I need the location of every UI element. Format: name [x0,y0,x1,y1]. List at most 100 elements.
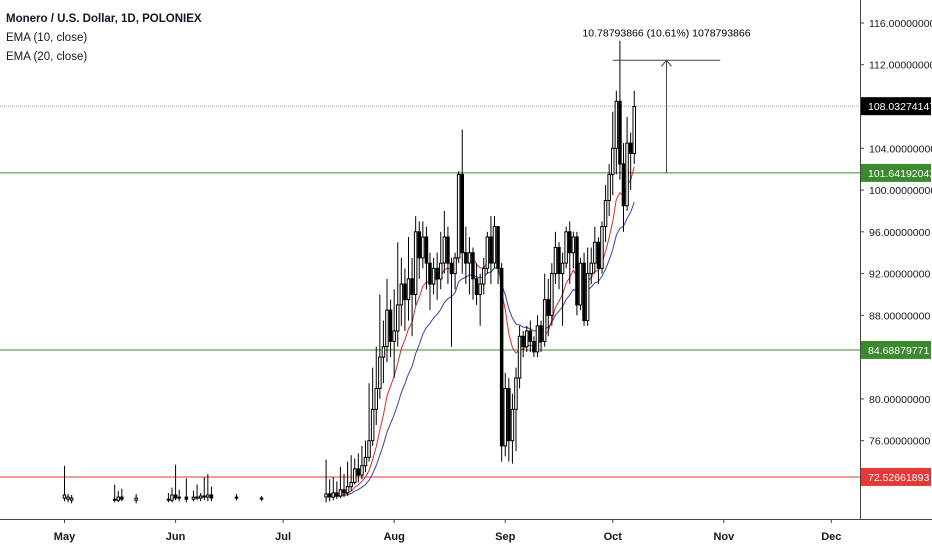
candle [259,496,264,502]
candle [582,252,586,326]
y-tick-label: 116.00000000 [869,18,932,30]
candle [356,453,361,483]
candle [421,221,425,269]
level-badge-0-label: 101.64192042 [868,168,932,180]
candle [564,226,568,269]
candle [392,289,396,379]
candle [603,184,608,243]
candle-body [191,496,196,500]
candle-body [628,142,633,155]
candle-body [464,252,468,264]
candle-body [564,231,568,264]
current-price-badge: 108.03274147 [861,97,932,116]
candle-body [234,496,239,499]
candle-body [116,496,120,501]
candle-body [399,283,404,306]
y-tick-label: 100.00000000 [869,185,932,197]
candle [467,237,472,295]
y-tick-label: 76.00000000 [869,436,930,448]
candle [600,221,604,274]
candle [632,90,636,164]
candle [134,493,138,504]
candle-body [367,440,371,458]
candle [550,263,554,326]
candle-body [374,388,378,410]
candle [435,252,439,300]
candle-body [363,456,368,467]
candle [206,474,210,502]
candle [202,477,206,501]
candle-body [406,278,411,301]
candle [607,163,611,217]
candle-body [614,100,619,149]
candle-body [507,388,511,442]
horizontal-levels [0,105,860,478]
candle-body [521,335,525,348]
candle [439,231,443,290]
ema-lines [326,166,635,498]
candle-body [456,173,461,259]
candle [195,484,199,501]
level-badge-2-bg [861,467,931,486]
symbol-title: Monero / U.S. Dollar, 1D, POLONIEX [6,13,202,25]
candle [442,210,447,274]
candle [431,257,436,295]
candle [492,216,497,269]
candle-body [446,236,450,264]
candle [170,487,174,503]
ema20-label: EMA (20, close) [6,51,88,63]
candle [191,490,196,502]
candle [532,336,536,358]
price-axis: 116.00000000 112.00000000 104.00000000 100.… [860,18,932,448]
x-tick-label: Oct [604,531,623,543]
candle-body [413,231,418,296]
candle-body [460,173,464,254]
candle-body [403,283,407,301]
candle [428,252,432,311]
candle [177,489,181,502]
candle [535,315,540,358]
candle [370,367,375,446]
candle [403,268,407,332]
candle [628,132,633,191]
candle-body [417,231,421,259]
candle [568,221,572,285]
candle [446,226,450,285]
candle-body [259,497,264,500]
candle [453,252,457,290]
candle [166,492,171,503]
candle [542,273,547,347]
candle-body [170,494,174,501]
candle-body [327,493,332,498]
candle [335,481,339,500]
candle-body [560,262,565,275]
level-badge-1: 84.68879771 [861,340,931,359]
candle [521,331,525,358]
candle-body [381,346,386,358]
candle-body [173,494,178,499]
x-tick-label: Dec [821,531,841,543]
x-tick-label: Jun [166,531,186,543]
candle-body [206,494,210,498]
level-badge-2: 72.52661893 [861,467,931,486]
candle [539,320,543,352]
candle-body [345,486,350,494]
candle-body [625,142,629,207]
candle [618,40,622,180]
candle [474,263,479,305]
candle-body [539,325,543,342]
candle [585,247,590,326]
candle-body [585,273,590,322]
candle-body [557,247,561,275]
candle-body [360,465,364,476]
candle-body [600,226,604,269]
candle [478,273,482,326]
candle-body [335,492,339,497]
candle [66,493,70,503]
candle-body [112,498,117,501]
candle-body [514,377,518,410]
x-tick-label: Sep [495,531,515,543]
candle [460,129,464,274]
candle-body [496,226,500,269]
